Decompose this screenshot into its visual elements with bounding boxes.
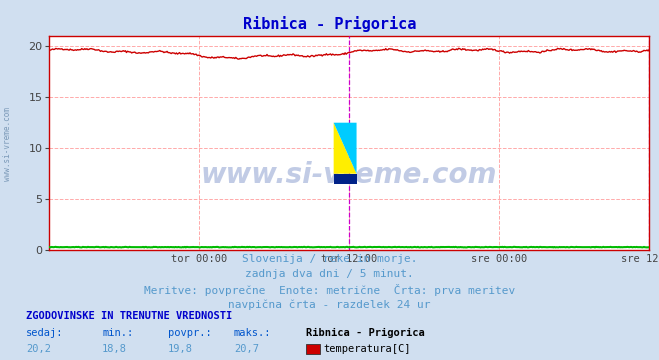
- Text: Meritve: povprečne  Enote: metrične  Črta: prva meritev: Meritve: povprečne Enote: metrične Črta:…: [144, 284, 515, 296]
- Text: www.si-vreme.com: www.si-vreme.com: [201, 161, 498, 189]
- Text: zadnja dva dni / 5 minut.: zadnja dva dni / 5 minut.: [245, 269, 414, 279]
- Text: ZGODOVINSKE IN TRENUTNE VREDNOSTI: ZGODOVINSKE IN TRENUTNE VREDNOSTI: [26, 311, 233, 321]
- Text: 18,8: 18,8: [102, 345, 127, 355]
- Text: povpr.:: povpr.:: [168, 328, 212, 338]
- Text: 19,8: 19,8: [168, 345, 193, 355]
- Text: Ribnica - Prigorica: Ribnica - Prigorica: [306, 328, 425, 338]
- Text: sedaj:: sedaj:: [26, 328, 64, 338]
- Bar: [333, 174, 357, 184]
- Polygon shape: [333, 123, 357, 174]
- Text: navpična črta - razdelek 24 ur: navpična črta - razdelek 24 ur: [228, 299, 431, 310]
- Text: temperatura[C]: temperatura[C]: [324, 345, 411, 355]
- Text: 20,7: 20,7: [234, 345, 259, 355]
- Polygon shape: [333, 123, 357, 174]
- Text: Ribnica - Prigorica: Ribnica - Prigorica: [243, 16, 416, 32]
- Text: min.:: min.:: [102, 328, 133, 338]
- Text: Slovenija / reke in morje.: Slovenija / reke in morje.: [242, 254, 417, 264]
- Text: 20,2: 20,2: [26, 345, 51, 355]
- Text: www.si-vreme.com: www.si-vreme.com: [3, 107, 13, 181]
- Text: maks.:: maks.:: [234, 328, 272, 338]
